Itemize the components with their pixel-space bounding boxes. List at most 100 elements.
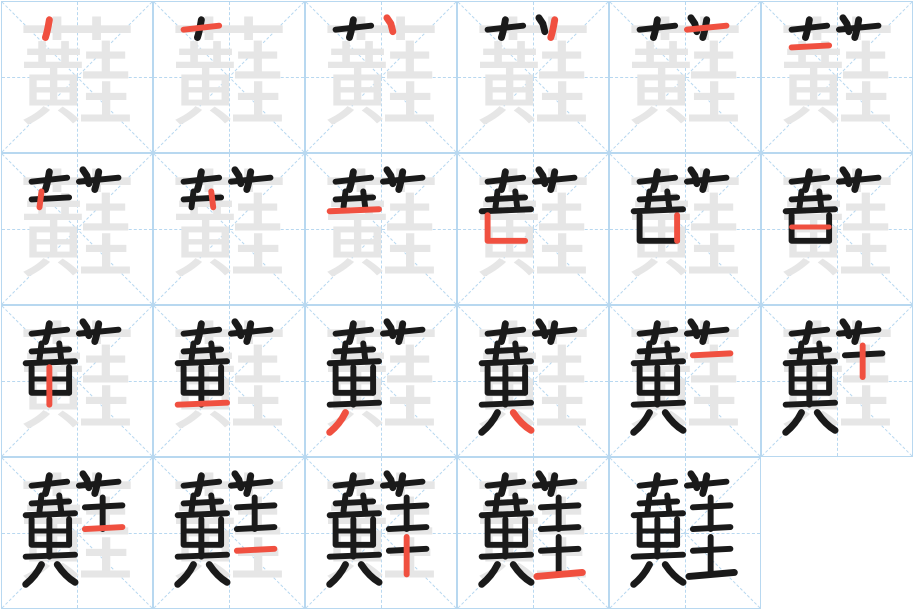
stroke-done-2: [640, 178, 676, 182]
stroke-done-3: [539, 18, 545, 32]
stroke-done-16: [361, 565, 379, 583]
stroke-done-15: [786, 413, 802, 433]
strokes-layer: [610, 154, 760, 304]
stroke-current-1: [45, 20, 49, 38]
strokes-layer: [154, 154, 304, 304]
stroke-done-7: [800, 344, 802, 360]
stroke-done-8: [363, 496, 365, 512]
stroke-done-8: [59, 496, 61, 512]
stroke-done-2: [640, 26, 676, 30]
stroke-done-16: [57, 565, 75, 583]
stroke-done-8: [211, 496, 213, 512]
stroke-done-2: [336, 482, 372, 486]
stroke-done-14: [330, 403, 379, 405]
stroke-current-20: [237, 549, 275, 551]
stroke-current-17: [693, 353, 731, 355]
stroke-done-8: [819, 344, 821, 360]
stroke-done-5: [231, 482, 270, 486]
stroke-done-7: [648, 192, 650, 208]
stroke-done-19: [541, 527, 579, 529]
stroke-done-2: [32, 178, 68, 182]
stroke-done-5: [79, 330, 118, 334]
stroke-step-cell-17: 蘳: [609, 305, 761, 457]
stroke-current-9: [330, 209, 379, 211]
stroke-done-5: [839, 26, 878, 30]
stroke-done-9: [26, 361, 75, 363]
stroke-done-15: [634, 413, 650, 433]
stroke-done-14: [482, 403, 531, 405]
stroke-done-6: [640, 197, 678, 199]
stroke-step-cell-11: 蘳: [609, 153, 761, 305]
stroke-current-8: [211, 192, 213, 208]
stroke-done-15: [330, 565, 346, 585]
stroke-done-6: [336, 349, 374, 351]
stroke-current-7: [40, 192, 42, 208]
stroke-done-2: [32, 482, 68, 486]
stroke-done-9: [482, 209, 531, 211]
strokes-layer: [306, 154, 456, 304]
strokes-layer: [306, 458, 456, 608]
stroke-done-19: [693, 527, 731, 529]
stroke-step-cell-8: 蘳: [153, 153, 305, 305]
stroke-current-3: [387, 18, 393, 32]
stroke-current-16: [513, 413, 531, 431]
stroke-done-9: [330, 361, 379, 363]
stroke-done-8: [363, 192, 365, 208]
strokes-layer: [610, 458, 760, 608]
stroke-done-9: [178, 361, 227, 363]
stroke-current-2: [184, 26, 220, 30]
strokes-layer: [762, 154, 912, 304]
strokes-layer: [762, 2, 912, 152]
stroke-done-9: [634, 209, 683, 211]
stroke-done-7: [344, 344, 346, 360]
stroke-done-7: [648, 496, 650, 512]
stroke-step-cell-22: 蘳: [457, 457, 609, 609]
stroke-done-8: [211, 344, 213, 360]
stroke-current-22: [537, 572, 582, 576]
stroke-done-8: [667, 192, 669, 208]
stroke-done-5: [383, 330, 422, 334]
stroke-done-9: [26, 513, 75, 515]
stroke-done-8: [515, 192, 517, 208]
stroke-done-16: [665, 413, 683, 431]
stroke-current-4: [551, 20, 555, 38]
stroke-done-2: [184, 482, 220, 486]
stroke-current-14: [178, 403, 227, 405]
stroke-done-19: [237, 527, 275, 529]
strokes-layer: [306, 2, 456, 152]
stroke-done-6: [488, 197, 526, 199]
stroke-step-cell-6: 蘳: [761, 1, 913, 153]
strokes-layer: [2, 458, 152, 608]
stroke-done-15: [178, 565, 194, 585]
strokes-layer: [154, 306, 304, 456]
strokes-layer: [458, 458, 608, 608]
stroke-done-5: [535, 178, 574, 182]
stroke-step-cell-2: 蘳: [153, 1, 305, 153]
stroke-step-cell-20: 蘳: [153, 457, 305, 609]
stroke-done-14: [330, 555, 379, 557]
stroke-current-6: [792, 45, 830, 47]
stroke-step-cell-23: [609, 457, 761, 609]
strokes-layer: [458, 306, 608, 456]
empty-cell: [761, 457, 913, 609]
stroke-step-cell-5: 蘳: [609, 1, 761, 153]
stroke-done-14: [634, 555, 683, 557]
stroke-done-15: [482, 565, 498, 585]
stroke-done-2: [488, 482, 524, 486]
stroke-done-6: [184, 197, 222, 199]
strokes-layer: [154, 2, 304, 152]
stroke-done-5: [79, 178, 118, 182]
stroke-done-15: [26, 565, 42, 585]
stroke-done-16: [665, 565, 683, 583]
stroke-done-7: [192, 192, 194, 208]
stroke-done-2: [640, 482, 676, 486]
stroke-done-8: [819, 192, 821, 208]
stroke-current-10: [488, 215, 526, 241]
stroke-done-6: [792, 349, 830, 351]
stroke-done-15: [634, 565, 650, 585]
stroke-done-14: [26, 555, 75, 557]
stroke-step-cell-19: 蘳: [1, 457, 153, 609]
stroke-done-8: [59, 344, 61, 360]
strokes-layer: [610, 306, 760, 456]
stroke-done-8: [667, 344, 669, 360]
